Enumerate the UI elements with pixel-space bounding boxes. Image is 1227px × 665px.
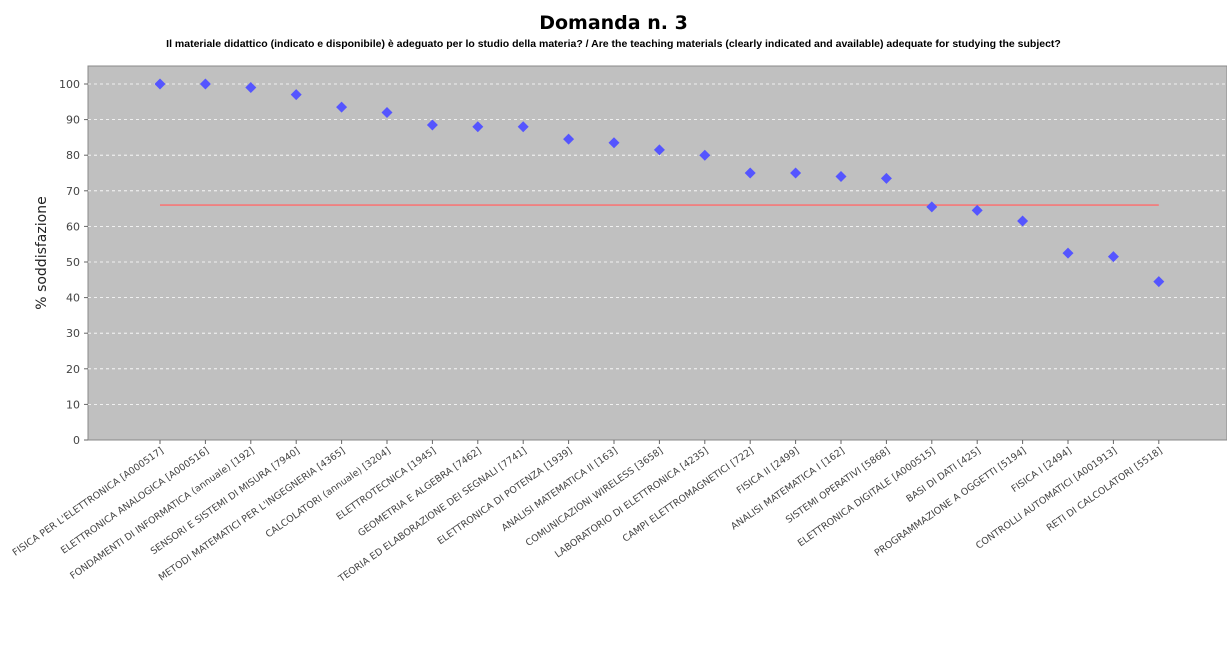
data-point bbox=[472, 121, 484, 133]
chart-title: Domanda n. 3 bbox=[539, 12, 688, 34]
chart-subtitle: Il materiale didattico (indicato e dispo… bbox=[166, 38, 1061, 50]
x-tick-label: PROGRAMMAZIONE A OGGETTI [5194] bbox=[873, 445, 1029, 559]
data-point bbox=[426, 119, 438, 131]
data-point bbox=[1153, 276, 1165, 288]
data-point bbox=[1017, 215, 1029, 227]
y-tick-label: 60 bbox=[66, 220, 80, 233]
x-tick-label: BASI DI DATI [425] bbox=[904, 445, 982, 505]
data-point bbox=[336, 101, 348, 113]
y-tick-label: 10 bbox=[66, 398, 80, 411]
data-point bbox=[290, 89, 302, 101]
data-point bbox=[1062, 247, 1074, 259]
y-tick-label: 80 bbox=[66, 149, 80, 162]
data-point bbox=[926, 201, 938, 213]
y-tick-label: 20 bbox=[66, 363, 80, 376]
x-tick-label: FONDAMENTI DI INFORMATICA (annuale) [192… bbox=[68, 445, 256, 581]
y-tick-label: 30 bbox=[66, 327, 80, 340]
data-point bbox=[199, 78, 211, 90]
y-tick-label: 70 bbox=[66, 185, 80, 198]
y-axis-label: % soddisfazione bbox=[34, 196, 50, 309]
data-point bbox=[653, 144, 665, 156]
data-point bbox=[381, 106, 393, 118]
data-point bbox=[245, 82, 257, 94]
data-point bbox=[971, 204, 983, 216]
data-point bbox=[880, 172, 892, 184]
plot-area bbox=[87, 65, 1227, 441]
data-point bbox=[517, 121, 529, 133]
y-tick-label: 40 bbox=[66, 292, 80, 305]
y-tick-label: 100 bbox=[59, 78, 80, 91]
data-point bbox=[790, 167, 802, 179]
data-point bbox=[744, 167, 756, 179]
data-point bbox=[154, 78, 166, 90]
data-point bbox=[1107, 251, 1119, 263]
data-point bbox=[699, 149, 711, 161]
data-point bbox=[608, 137, 620, 149]
data-point bbox=[835, 171, 847, 183]
y-tick-label: 0 bbox=[73, 434, 80, 447]
y-tick-label: 50 bbox=[66, 256, 80, 269]
y-tick-label: 90 bbox=[66, 114, 80, 127]
data-point bbox=[563, 133, 575, 145]
